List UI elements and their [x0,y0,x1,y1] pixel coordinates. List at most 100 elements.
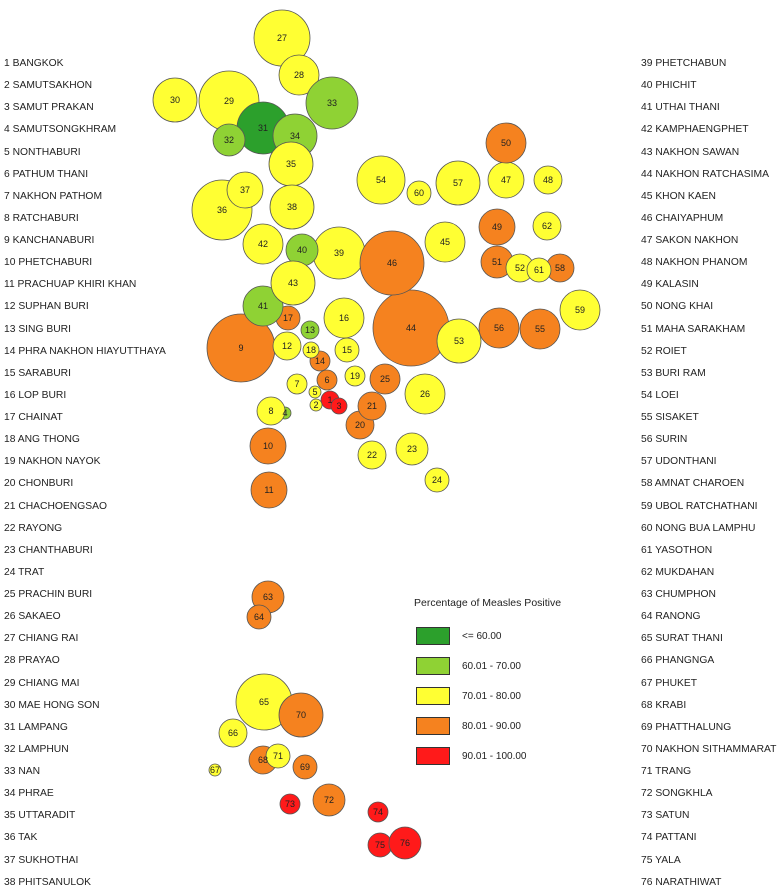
province-number-label: 54 [376,175,386,185]
province-region [226,171,264,209]
province-list-item: 28 PRAYAO [4,655,60,667]
province-number-label: 64 [254,612,264,622]
province-list-item: 22 RAYONG [4,522,63,534]
province-region [308,385,322,399]
province-number-label: 59 [575,305,585,315]
province-region [208,763,222,777]
province-region [316,369,338,391]
legend-label: 60.01 - 70.00 [462,660,521,672]
province-number-label: 27 [277,33,287,43]
province-list-item: 44 NAKHON RATCHASIMA [641,168,769,180]
province-list-item: 1 BANGKOK [4,58,64,69]
province-number-label: 72 [324,795,334,805]
province-number-label: 38 [287,202,297,212]
province-region [424,221,466,263]
province-region [300,320,320,340]
province-list-item: 11 PRACHUAP KHIRI KHAN [4,279,137,291]
legend-item: 60.01 - 70.00 [412,651,612,681]
province-number-label: 75 [375,840,385,850]
province-list-item: 47 SAKON NAKHON [641,235,739,246]
province-number-label: 73 [285,799,295,809]
province-number-label: 53 [454,336,464,346]
province-number-label: 55 [535,324,545,334]
province-number-label: 16 [339,313,349,323]
province-region [388,826,422,860]
province-list-item: 55 SISAKET [641,412,699,423]
province-list-item: 60 NONG BUA LAMPHU [641,522,756,534]
province-list-item: 40 PHICHIT [641,80,697,92]
province-list-item: 17 CHAINAT [4,412,63,423]
province-region [302,341,320,359]
province-region [242,285,284,327]
province-number-label: 68 [258,755,268,765]
province-number-label: 41 [258,301,268,311]
province-region [312,783,346,817]
province-number-label: 36 [217,205,227,215]
province-list-item: 12 SUPHAN BURI [4,301,89,313]
province-number-label: 50 [501,138,511,148]
province-number-label: 48 [543,175,553,185]
province-list-item: 61 YASOTHON [641,544,713,556]
legend-label: 70.01 - 80.00 [462,690,521,702]
province-number-label: 62 [542,221,552,231]
province-region [344,365,366,387]
province-number-label: 8 [268,406,273,416]
province-list-item: 30 MAE HONG SON [4,699,100,711]
province-list-item: 7 NAKHON PATHOM [4,190,103,202]
legend-swatch [416,747,450,765]
province-region [309,398,323,412]
province-list-item: 23 CHANTHABURI [4,544,93,556]
province-list-item: 16 LOP BURI [4,389,67,401]
province-list-item: 33 NAN [4,766,41,777]
province-region [436,318,482,364]
province-region [406,180,432,206]
province-number-label: 1 [327,395,332,405]
province-number-label: 70 [296,710,306,720]
province-number-label: 45 [440,237,450,247]
province-list-item: 66 PHANGNGA [641,655,715,667]
province-list-item: 6 PATHUM THANI [4,168,89,180]
province-number-label: 61 [534,265,544,275]
province-list-item: 65 SURAT THANI [641,633,723,645]
province-region [519,308,561,350]
province-list-item: 37 SUKHOTHAI [4,854,79,866]
province-list-item: 20 CHONBURI [4,478,74,490]
province-list-item: 42 KAMPHAENGPHET [641,124,749,136]
province-region [330,397,348,415]
province-region [533,165,563,195]
province-list-item: 14 PHRA NAKHON HIAYUTTHAYA [4,345,166,357]
province-region [270,260,316,306]
province-region [526,257,552,283]
province-region [286,373,308,395]
province-number-label: 23 [407,444,417,454]
legend-item: 90.01 - 100.00 [412,741,612,771]
province-list-item: 26 SAKAEO [4,611,61,623]
province-number-label: 2 [313,400,318,410]
province-number-label: 6 [324,375,329,385]
province-number-label: 4 [282,408,287,418]
province-list-item: 41 UTHAI THANI [641,102,720,114]
province-number-label: 37 [240,185,250,195]
province-region [152,77,198,123]
province-region [278,54,320,96]
province-list-item: 24 TRAT [4,566,45,578]
province-number-label: 31 [258,123,268,133]
province-list-item: 46 CHAIYAPHUM [641,212,724,224]
province-region [279,793,301,815]
province-region [278,692,324,738]
legend-swatch [416,657,450,675]
province-list-item: 31 LAMPANG [4,721,68,733]
province-list-item: 73 SATUN [641,810,690,822]
province-list-left: 1 BANGKOK 2 SAMUTSAKHON 3 SAMUT PRAKAN 4 SA… [4,53,166,894]
province-number-label: 47 [501,175,511,185]
thailand-choropleth-map: 1 2 3 4 5 6 7 8 9 10 11 12 13 14 15 16 17 18 19 20 21 22 23 24 2… [140,0,620,888]
legend-item: 70.01 - 80.00 [412,681,612,711]
legend-label: 80.01 - 90.00 [462,720,521,732]
province-list-item: 36 TAK [4,832,38,844]
province-list-item: 72 SONGKHLA [641,788,713,800]
map-svg: 12 34567891011121314151617181920212223242… [152,9,601,860]
province-list-right: 39 PHETCHABUN 40 PHICHIT 41 UTHAI THANI 42 … [641,53,776,894]
province-number-label: 35 [286,159,296,169]
province-list-item: 9 KANCHANABURI [4,235,95,246]
province-list-item: 76 NARATHIWAT [641,876,722,888]
